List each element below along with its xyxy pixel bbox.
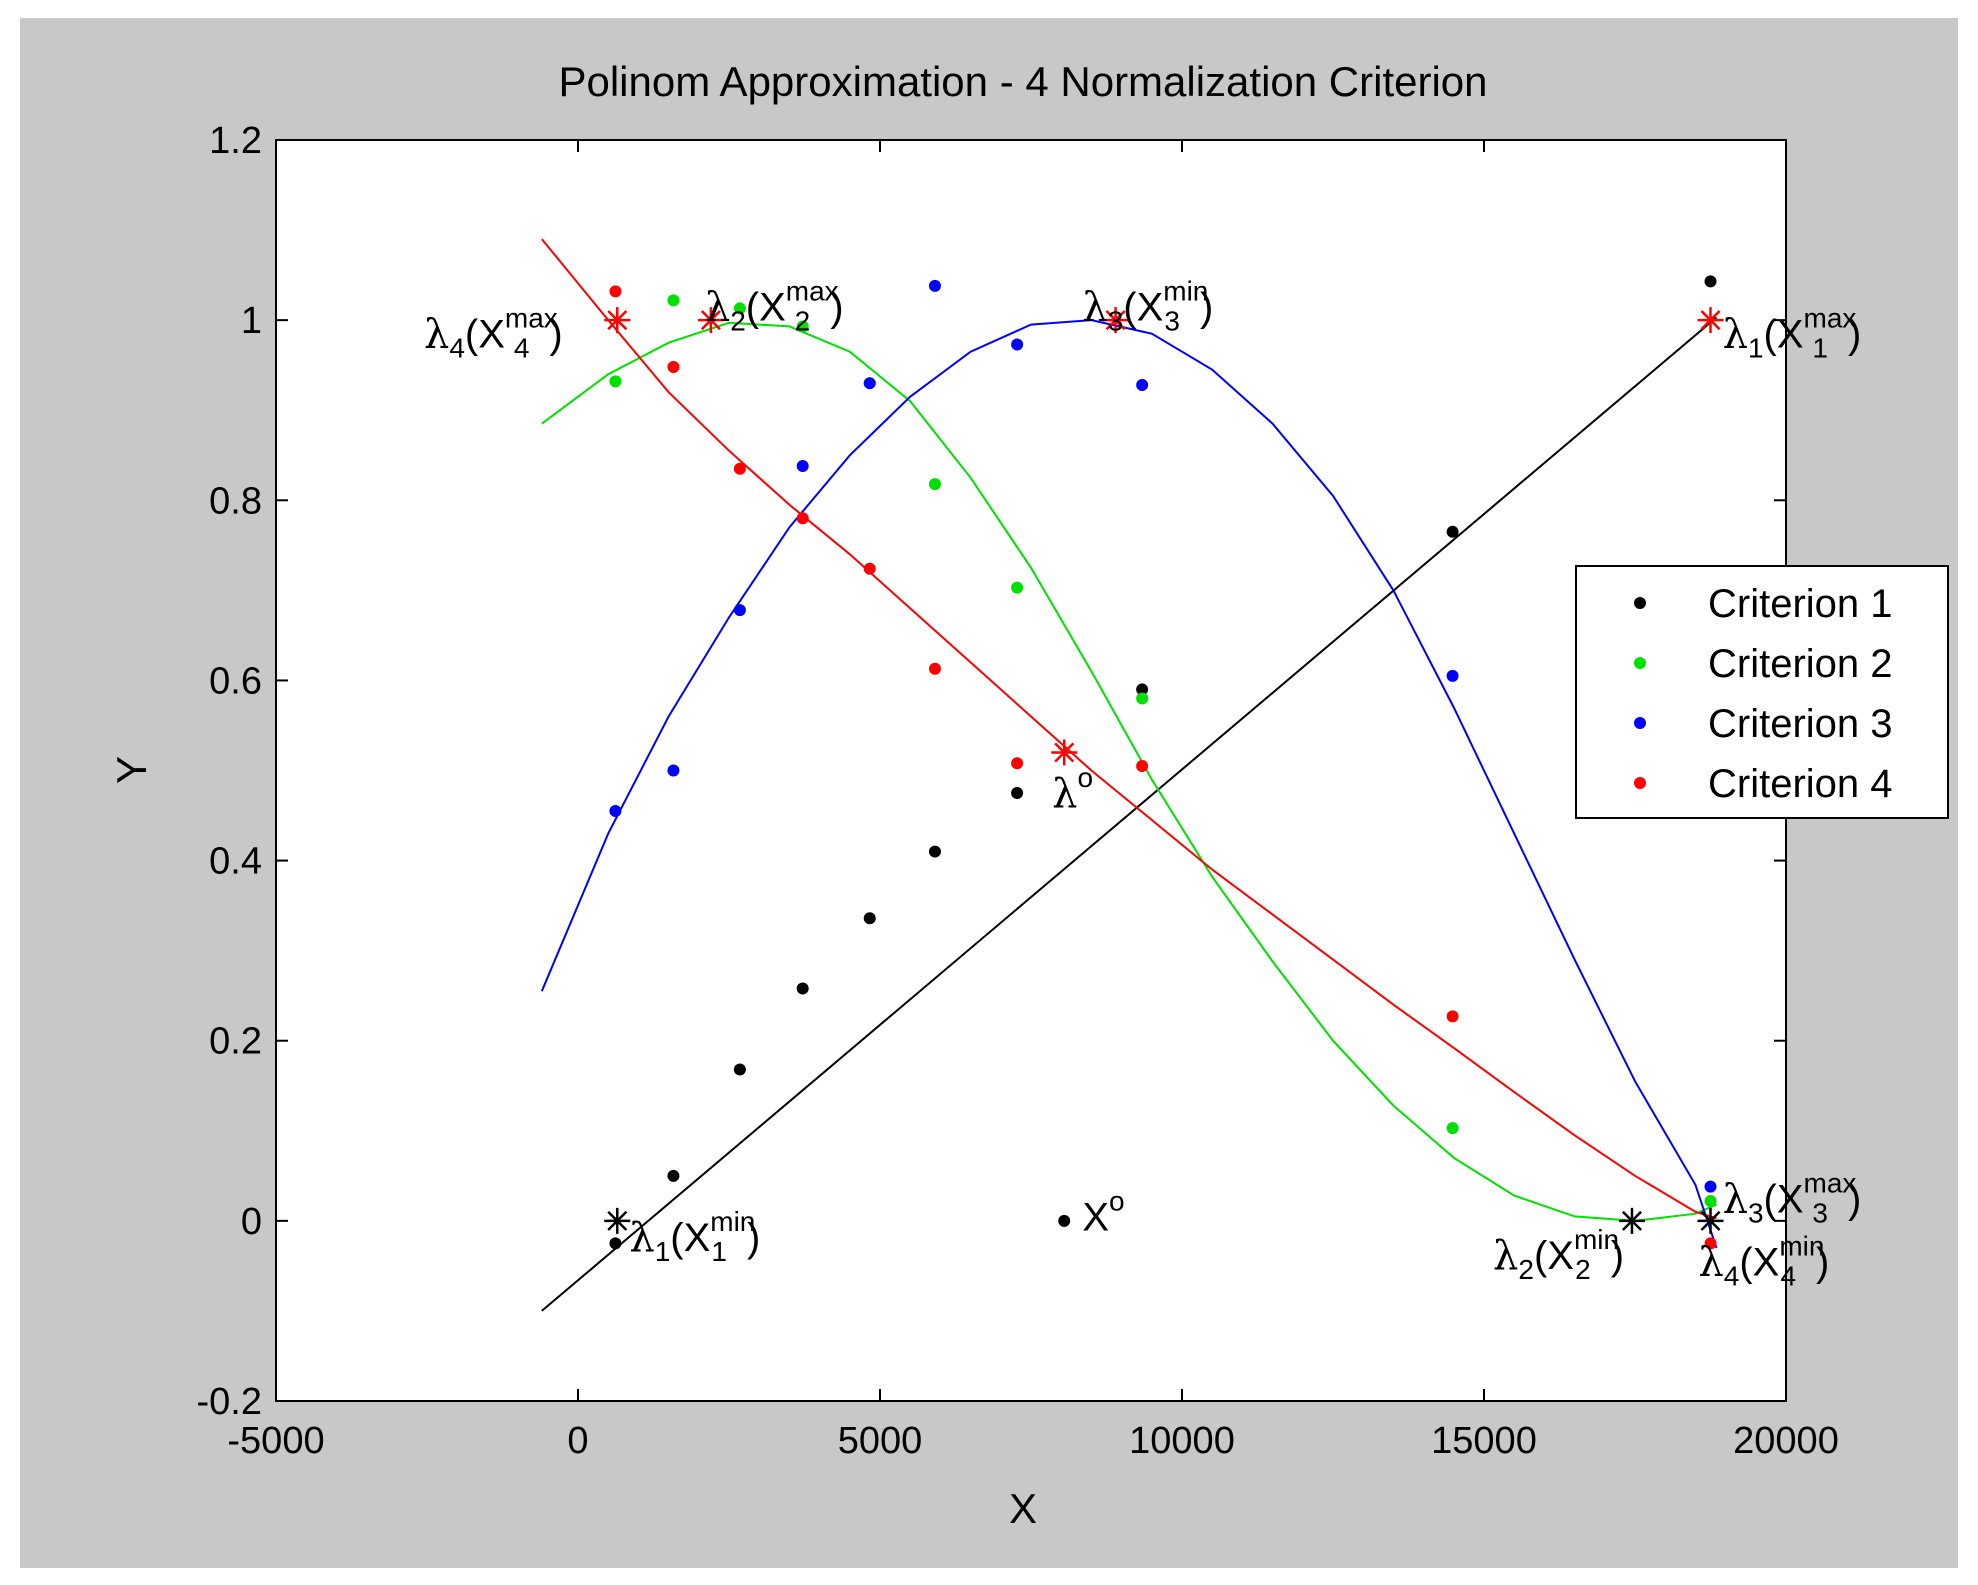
legend-marker-criterion-4	[1634, 777, 1646, 789]
data-point-criterion-2	[1446, 1122, 1459, 1135]
data-point-criterion-2	[796, 320, 809, 333]
plot-area	[276, 140, 1786, 1401]
data-point-criterion-4	[1704, 1237, 1717, 1250]
legend-label-criterion-3: Criterion 3	[1708, 702, 1893, 746]
y-tick-label: -0.2	[197, 1381, 262, 1423]
data-point-criterion-4	[863, 562, 876, 575]
legend-label-criterion-1: Criterion 1	[1708, 582, 1893, 626]
ann-l4-max: λ4(Xmax 4)	[424, 303, 563, 364]
data-point-criterion-2	[1704, 1195, 1717, 1208]
star-marker	[1102, 307, 1129, 334]
data-point-criterion-4	[796, 512, 809, 525]
data-point-criterion-2	[733, 302, 746, 315]
star-markers	[604, 307, 1724, 1234]
data-point-criterion-4	[1446, 1010, 1459, 1023]
ann-l4-min: λ4(Xmin 4)	[1698, 1230, 1829, 1291]
ann-l3-min: λ3(Xmin 3)	[1082, 276, 1213, 337]
data-point-criterion-3	[1704, 1180, 1717, 1193]
x-o-label: Xo	[1082, 1185, 1124, 1239]
data-point-criterion-1	[1136, 683, 1149, 696]
data-point-criterion-2	[1011, 581, 1024, 594]
data-point-criterion-1	[928, 845, 941, 858]
y-axis-ticks: -0.2 0 0.2 0.4 0.6 0.8 1 1.2	[197, 120, 1786, 1423]
data-point-criterion-4	[609, 285, 622, 298]
x0-point	[1058, 1214, 1071, 1227]
data-point-criterion-1	[1704, 275, 1717, 288]
x-tick-label: 20000	[1733, 1420, 1839, 1462]
y-tick-label: 0	[241, 1201, 262, 1243]
legend-marker-criterion-1	[1634, 597, 1646, 609]
y-axis-label: Y	[108, 756, 155, 784]
y-tick-label: 0.2	[209, 1021, 262, 1063]
data-point-criterion-4	[1136, 759, 1149, 772]
fit-curve-criterion-4	[541, 238, 1717, 1220]
data-point-criterion-4	[1011, 757, 1024, 770]
chart-title: Polinom Approximation - 4 Normalization …	[558, 58, 1487, 105]
data-point-criterion-1	[1446, 525, 1459, 538]
x-tick-label: 10000	[1129, 1420, 1235, 1462]
data-point-criterion-1	[667, 1169, 680, 1182]
legend: Criterion 1 Criterion 2 Criterion 3 Criteri…	[1575, 565, 1949, 819]
y-tick-label: 1.2	[209, 120, 262, 162]
data-point-criterion-3	[928, 279, 941, 292]
x-axis-ticks: -5000 0 5000 10000 15000 20000	[227, 140, 1839, 1462]
data-point-criterion-3	[609, 805, 622, 818]
star-marker	[1697, 1207, 1724, 1234]
x-axis-label: X	[1009, 1485, 1037, 1532]
data-point-criterion-3	[863, 377, 876, 390]
data-point-criterion-3	[733, 604, 746, 617]
y-tick-label: 0.4	[209, 841, 262, 883]
data-point-criterion-1	[1011, 787, 1024, 800]
x-tick-label: 15000	[1431, 1420, 1537, 1462]
y-tick-label: 1	[241, 300, 262, 342]
data-point-criterion-4	[928, 662, 941, 675]
star-marker	[604, 307, 631, 334]
data-point-criterion-3	[1446, 669, 1459, 682]
data-point-criterion-3	[796, 460, 809, 473]
ann-l2-min: λ2(Xmin 2)	[1493, 1224, 1624, 1285]
annotations: λ4(Xmax 4) λ2(Xmax 2) λ3(Xmin 3) λ1(Xmax 1) λ1(X…	[424, 276, 1861, 1292]
fit-curve-criterion-1	[541, 316, 1718, 1312]
data-point-criterion-2	[609, 375, 622, 388]
star-marker	[1697, 307, 1724, 334]
ann-l1-min: λ1(Xmin 1)	[629, 1206, 760, 1267]
legend-marker-criterion-3	[1634, 717, 1646, 729]
legend-marker-criterion-2	[1634, 657, 1646, 669]
data-point-criterion-3	[667, 764, 680, 777]
ann-l3-max: λ3(Xmax 3)	[1723, 1167, 1862, 1228]
x-tick-label: 0	[567, 1420, 588, 1462]
data-point-criterion-4	[667, 360, 680, 373]
x-tick-label: 5000	[838, 1420, 923, 1462]
data-point-criterion-2	[667, 294, 680, 307]
x-tick-label: -5000	[227, 1420, 324, 1462]
data-point-criterion-2	[928, 478, 941, 491]
lambda-o-label: λo	[1052, 762, 1093, 817]
data-point-criterion-3	[1136, 378, 1149, 391]
y-tick-label: 0.6	[209, 660, 262, 702]
star-marker	[1051, 739, 1078, 766]
data-point-criterion-3	[1011, 338, 1024, 351]
y-tick-label: 0.8	[209, 480, 262, 522]
fit-curves	[540, 238, 1718, 1312]
legend-label-criterion-4: Criterion 4	[1708, 762, 1893, 806]
star-marker	[1618, 1207, 1645, 1234]
legend-label-criterion-2: Criterion 2	[1708, 642, 1893, 686]
data-point-criterion-4	[733, 462, 746, 475]
data-point-criterion-1	[796, 982, 809, 995]
data-point-criterion-1	[733, 1063, 746, 1076]
star-marker	[697, 307, 724, 334]
ann-l2-max: λ2(Xmax 2)	[705, 276, 844, 337]
fit-curve-criterion-3	[540, 319, 1718, 1249]
data-points	[609, 275, 1717, 1250]
data-point-criterion-2	[1136, 692, 1149, 705]
data-point-criterion-1	[609, 1237, 622, 1250]
ann-l1-max: λ1(Xmax 1)	[1723, 303, 1862, 364]
star-marker	[604, 1207, 631, 1234]
fit-curve-criterion-2	[541, 321, 1717, 1222]
data-point-criterion-1	[863, 912, 876, 925]
